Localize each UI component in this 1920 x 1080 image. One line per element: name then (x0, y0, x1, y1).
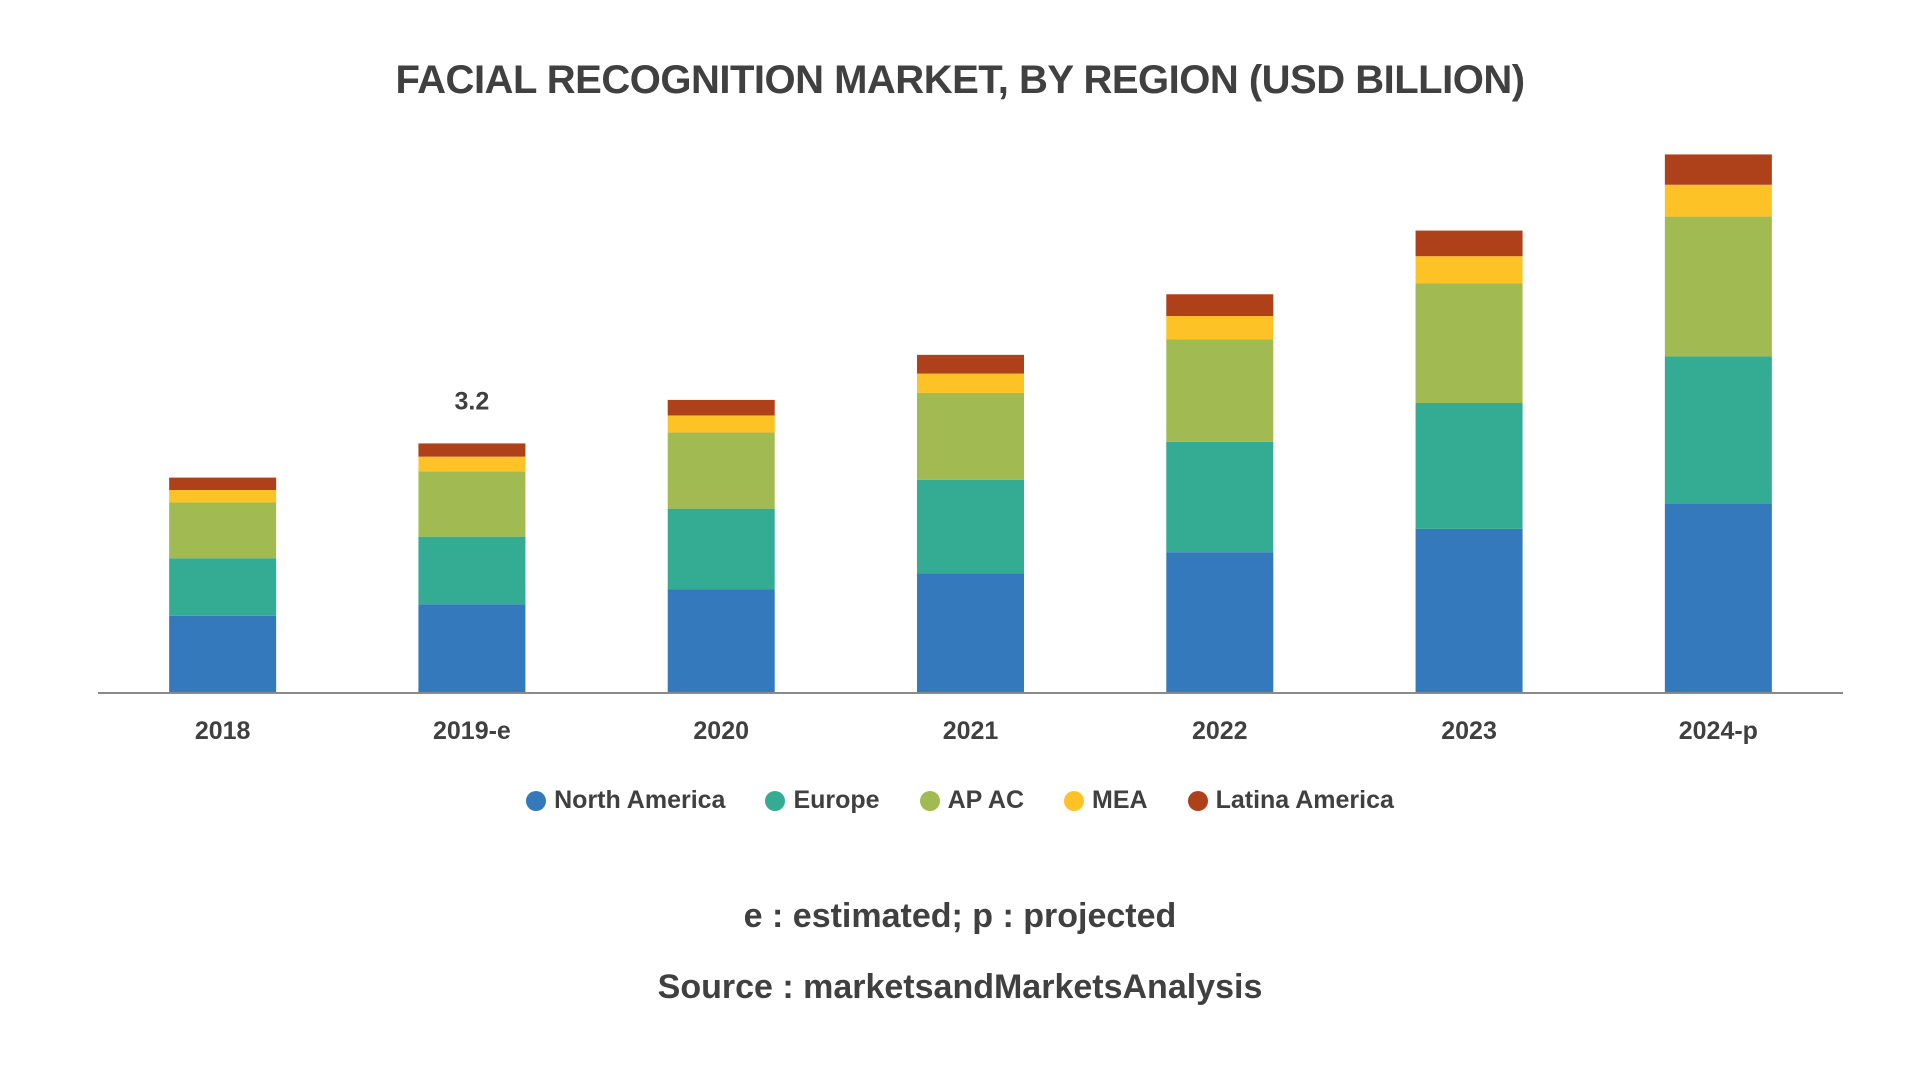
legend-swatch (1187, 790, 1208, 811)
legend-item: North America (526, 786, 725, 815)
bar-segment-ap-ac-2023 (1415, 283, 1523, 404)
legend-label: AP AC (947, 786, 1024, 814)
legend-swatch (526, 790, 547, 811)
bar-segment-ap-ac-2022 (1166, 339, 1274, 442)
bar-segment-north-america-2023 (1415, 528, 1523, 692)
bar-segment-europe-2022 (1166, 441, 1274, 553)
legend-swatch (1064, 790, 1084, 811)
legend-label: North America (554, 786, 726, 814)
legend-swatch (765, 790, 786, 811)
bar-segment-latina-america-2020 (667, 399, 775, 416)
legend-label: MEA (1092, 786, 1148, 814)
bar-segment-latina-america-2019-e (418, 443, 526, 457)
x-tick-label: 2021 (943, 717, 999, 745)
bar-segment-north-america-2021 (917, 573, 1024, 692)
bar-segment-mea-2020 (667, 415, 775, 433)
stacked-bar-chart: 2018 3.2 2019-e 2020 2021 2022 2023 2024-p (98, 154, 1843, 745)
legend-item: Latina America (1187, 786, 1394, 815)
bar-segment-latina-america-2023 (1415, 230, 1523, 257)
legend-swatch (919, 790, 940, 811)
bar-segment-latina-america-2021 (917, 354, 1024, 374)
bar-segment-europe-2021 (917, 479, 1024, 574)
bar-segment-latina-america-2018 (169, 477, 277, 491)
bar-segment-ap-ac-2024-p (1664, 216, 1772, 357)
bar-segment-latina-america-2024-p (1664, 154, 1772, 185)
bar-segment-europe-2019-e (418, 536, 526, 605)
bar-segment-europe-2023 (1415, 403, 1523, 529)
footnote: e : estimated; p : projected (743, 897, 1177, 935)
bar-segment-europe-2020 (667, 508, 775, 590)
data-label: 3.2 (455, 387, 490, 415)
bar-segment-ap-ac-2020 (667, 432, 775, 509)
bar-segment-north-america-2024-p (1664, 503, 1772, 692)
bar-segment-ap-ac-2019-e (418, 471, 526, 537)
x-tick-label: 2020 (693, 717, 749, 745)
bar-segment-latina-america-2022 (1166, 294, 1274, 317)
bar-segment-north-america-2018 (169, 615, 277, 692)
x-tick-label: 2018 (195, 717, 251, 745)
bar-segment-mea-2024-p (1664, 184, 1772, 217)
bar-segment-north-america-2019-e (418, 604, 526, 692)
bar-segment-mea-2023 (1415, 256, 1523, 284)
x-tick-label: 2022 (1192, 717, 1248, 745)
bar-segment-mea-2019-e (418, 456, 526, 472)
legend: North America Europe AP AC MEA Latina Americ… (0, 786, 1920, 815)
source-note: Source : marketsandMarketsAnalysis (657, 968, 1263, 1006)
legend-item: MEA (1064, 786, 1148, 815)
bar-segment-mea-2022 (1166, 316, 1274, 340)
bar-segment-europe-2024-p (1664, 356, 1772, 504)
x-tick-label: 2019-e (433, 717, 511, 745)
bar-segment-mea-2018 (169, 490, 277, 503)
x-tick-label: 2024-p (1679, 717, 1758, 745)
bar-segment-europe-2018 (169, 558, 277, 616)
legend-item: Europe (765, 786, 880, 815)
legend-label: Europe (793, 786, 880, 814)
bar-segment-north-america-2022 (1166, 552, 1274, 692)
bar-segment-north-america-2020 (667, 589, 775, 692)
legend-item: AP AC (919, 786, 1024, 815)
x-tick-label: 2023 (1441, 717, 1497, 745)
chart-title: FACIAL RECOGNITION MARKET, BY REGION (US… (395, 58, 1525, 102)
bar-segment-ap-ac-2018 (169, 502, 277, 559)
legend-label: Latina America (1215, 786, 1394, 814)
bar-segment-ap-ac-2021 (917, 392, 1024, 480)
bar-segment-mea-2021 (917, 373, 1024, 393)
